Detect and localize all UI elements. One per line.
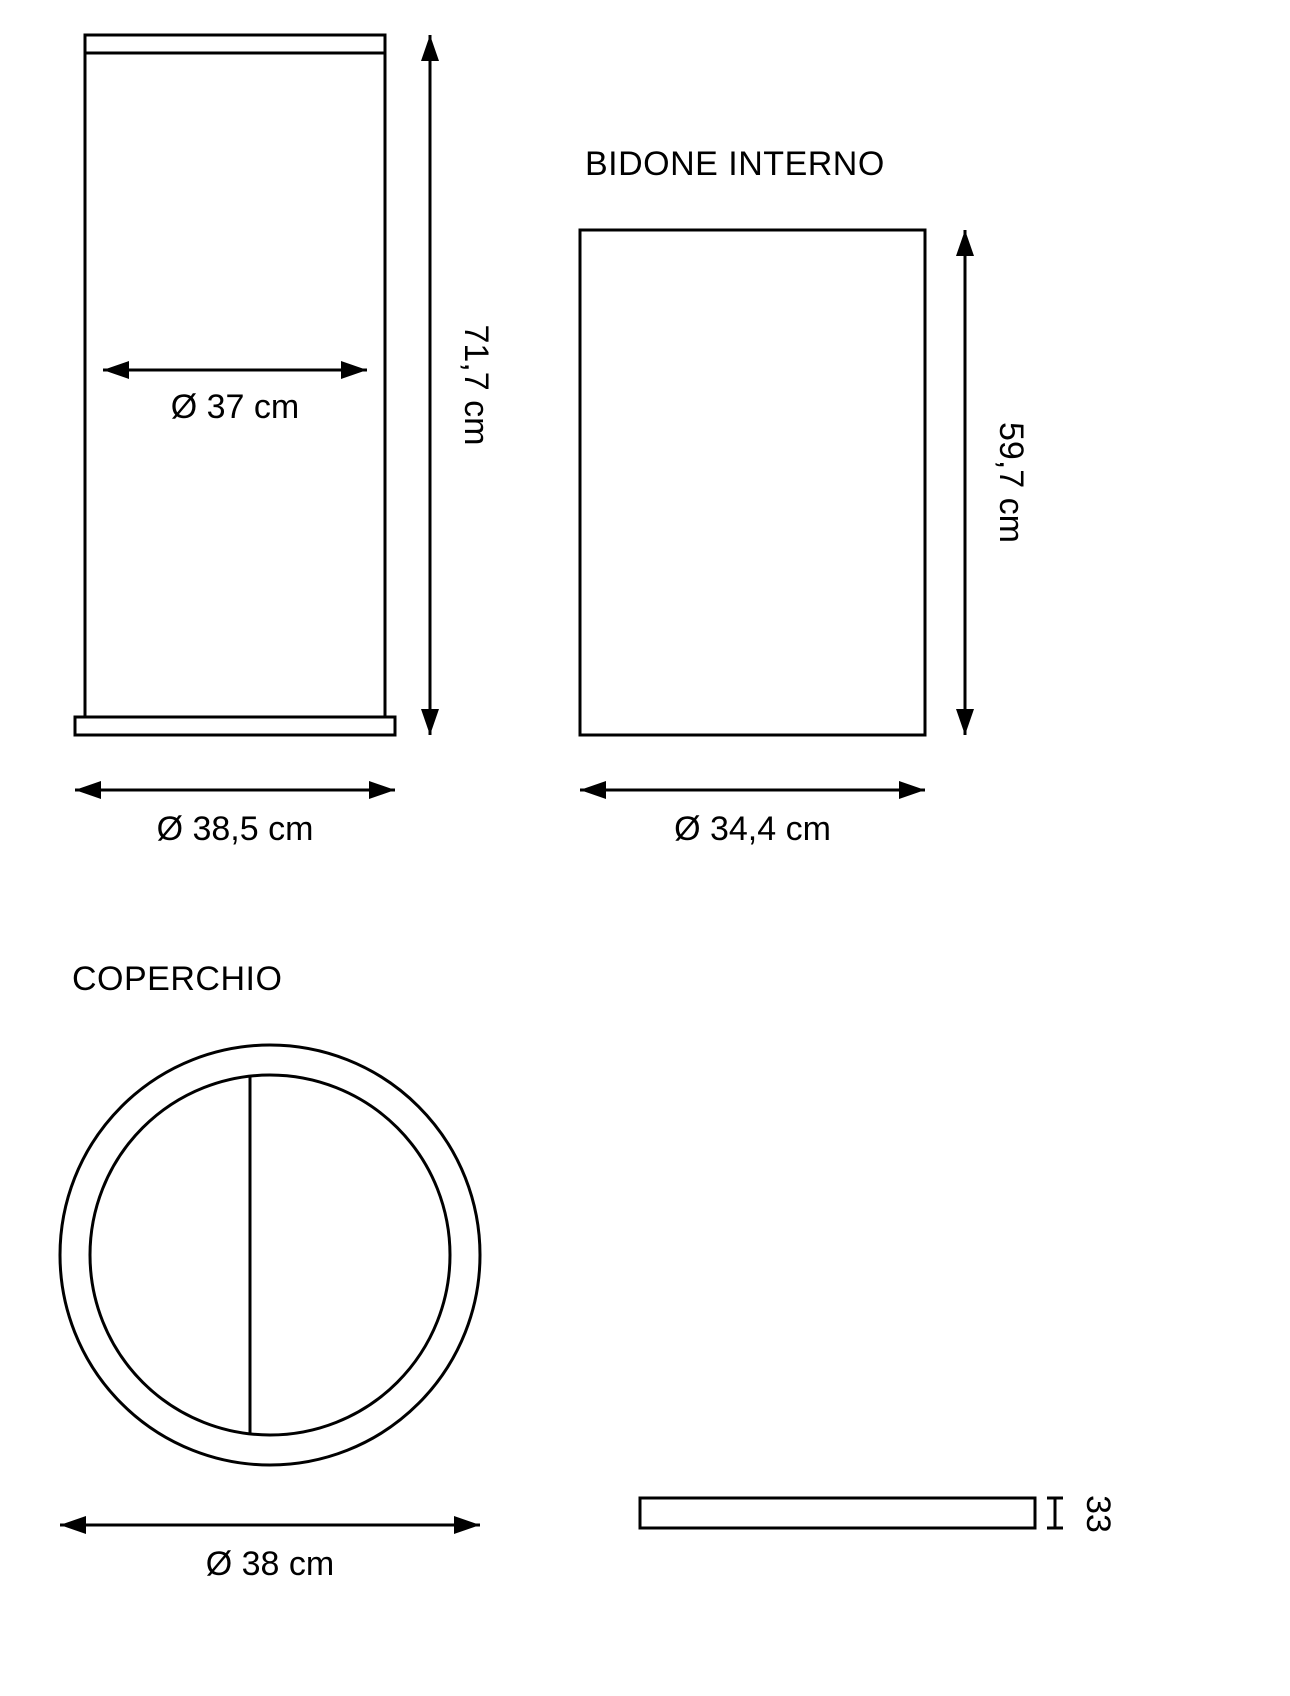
lid-outer-circle: [60, 1045, 480, 1465]
main-bin-base: [75, 717, 395, 735]
main-bin-body: [85, 53, 385, 717]
main-bin-base-diameter-label: Ø 38,5 cm: [157, 810, 314, 848]
inner-bin-height-label: 59,7 cm: [992, 422, 1030, 543]
side-bar-body: [640, 1498, 1035, 1528]
inner-bin-title: BIDONE INTERNO: [585, 145, 885, 183]
lid-title: COPERCHIO: [72, 960, 282, 998]
inner-bin-body: [580, 230, 925, 735]
main-bin-height-label: 71,7 cm: [457, 325, 495, 446]
main-bin-top-cap: [85, 35, 385, 53]
main-bin-inner-diameter-label: Ø 37 cm: [171, 388, 299, 426]
lid-diameter-label: Ø 38 cm: [206, 1545, 334, 1583]
inner-bin-width-label: Ø 34,4 cm: [674, 810, 831, 848]
side-bar-height-label: 33: [1079, 1495, 1117, 1533]
lid-inner-circle: [90, 1075, 450, 1435]
